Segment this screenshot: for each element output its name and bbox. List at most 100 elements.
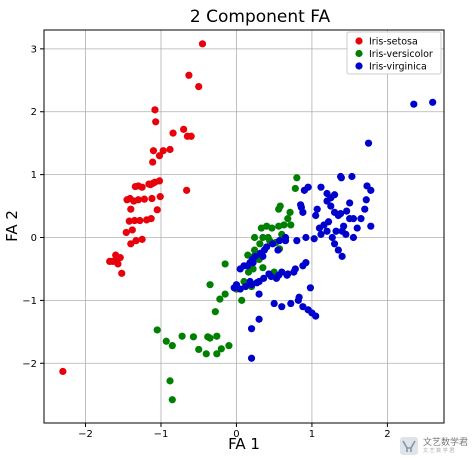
point-iris-setosa [106, 257, 114, 265]
y-tick-label: −1 [22, 296, 37, 307]
point-iris-setosa [156, 193, 164, 201]
point-iris-virginica [259, 252, 267, 260]
point-iris-virginica [334, 211, 342, 220]
point-iris-setosa [123, 196, 131, 204]
point-iris-versicolor [216, 295, 224, 303]
point-iris-versicolor [166, 377, 174, 385]
point-iris-virginica [323, 227, 331, 235]
point-iris-setosa [130, 216, 139, 225]
point-iris-setosa [149, 147, 158, 155]
point-iris-virginica [361, 205, 369, 213]
point-iris-setosa [125, 217, 133, 225]
point-iris-setosa [183, 132, 191, 140]
point-iris-setosa [136, 216, 144, 225]
point-iris-virginica [312, 211, 320, 220]
point-iris-virginica [278, 303, 286, 311]
point-iris-versicolor [195, 345, 203, 354]
point-iris-setosa [59, 367, 67, 376]
legend-box [346, 31, 442, 75]
point-iris-setosa [195, 82, 203, 91]
data-points [59, 40, 437, 404]
point-iris-setosa [127, 205, 135, 213]
watermark-subtext: 文 艺 数 学 君 [422, 448, 455, 454]
point-iris-versicolor [238, 296, 246, 304]
point-iris-setosa [183, 186, 191, 194]
point-iris-setosa [143, 216, 151, 224]
point-iris-setosa [152, 118, 160, 126]
point-iris-virginica [299, 262, 307, 270]
point-iris-setosa [128, 226, 136, 234]
point-iris-versicolor [202, 350, 210, 358]
point-iris-versicolor [211, 308, 219, 316]
point-iris-setosa [127, 240, 135, 248]
point-iris-versicolor [259, 264, 267, 272]
point-iris-virginica [327, 202, 335, 210]
point-iris-versicolor [217, 345, 225, 353]
point-iris-versicolor [206, 281, 214, 289]
point-iris-versicolor [168, 342, 176, 350]
point-iris-versicolor [276, 202, 284, 210]
legend-marker-iris-virginica [355, 62, 363, 70]
point-iris-virginica [353, 224, 361, 232]
point-iris-virginica [290, 268, 298, 276]
point-iris-virginica [247, 325, 256, 333]
point-iris-virginica [330, 240, 339, 248]
point-iris-virginica [332, 227, 340, 235]
point-iris-virginica [357, 215, 365, 223]
point-iris-versicolor [257, 224, 265, 232]
point-iris-versicolor [153, 326, 161, 334]
point-iris-virginica [293, 237, 301, 245]
point-iris-virginica [287, 299, 295, 308]
point-iris-virginica [313, 205, 321, 213]
y-tick-label: −2 [22, 359, 37, 370]
point-iris-virginica [295, 293, 303, 301]
point-iris-versicolor [268, 224, 276, 232]
point-iris-setosa [140, 195, 148, 203]
point-iris-setosa [132, 237, 140, 245]
point-iris-versicolor [250, 233, 259, 242]
point-iris-virginica [364, 139, 373, 147]
point-iris-virginica [255, 315, 263, 323]
point-iris-virginica [346, 199, 354, 207]
x-tick-label: −1 [154, 429, 169, 440]
legend-marker-iris-setosa [355, 37, 363, 45]
y-tick-label: 0 [31, 233, 37, 244]
point-iris-versicolor [250, 246, 259, 254]
point-iris-virginica [310, 235, 318, 243]
point-iris-setosa [159, 147, 167, 155]
point-iris-setosa [138, 235, 146, 243]
point-iris-virginica [247, 354, 256, 362]
point-iris-versicolor [213, 350, 221, 358]
point-iris-virginica [312, 312, 320, 320]
y-tick-label: 2 [31, 107, 37, 118]
point-iris-setosa [180, 125, 188, 133]
point-iris-versicolor [275, 222, 283, 230]
point-iris-versicolor [225, 342, 233, 350]
point-iris-setosa [114, 260, 122, 268]
point-iris-setosa [148, 194, 156, 203]
point-iris-virginica [343, 207, 351, 215]
point-iris-setosa [149, 158, 157, 166]
point-iris-virginica [317, 183, 325, 191]
point-iris-virginica [300, 186, 308, 194]
x-tick-label: 1 [309, 429, 315, 440]
point-iris-virginica [275, 237, 284, 245]
point-iris-virginica [328, 233, 336, 242]
point-iris-setosa [131, 182, 139, 191]
point-iris-virginica [283, 271, 291, 279]
point-iris-setosa [169, 129, 177, 137]
point-iris-versicolor [244, 268, 253, 276]
x-tick-label: −2 [78, 429, 93, 440]
point-iris-virginica [281, 237, 290, 245]
legend-label-iris-setosa: Iris-setosa [369, 37, 418, 48]
point-iris-virginica [255, 290, 263, 298]
point-iris-setosa [151, 106, 159, 114]
axes: −2 −1 0 1 2 −2 −1 0 1 2 3 [22, 44, 390, 440]
point-iris-virginica [315, 224, 324, 232]
point-iris-versicolor [168, 396, 176, 404]
point-iris-versicolor [287, 221, 295, 229]
legend-label-iris-virginica: Iris-virginica [369, 62, 427, 73]
point-iris-virginica [236, 265, 244, 273]
